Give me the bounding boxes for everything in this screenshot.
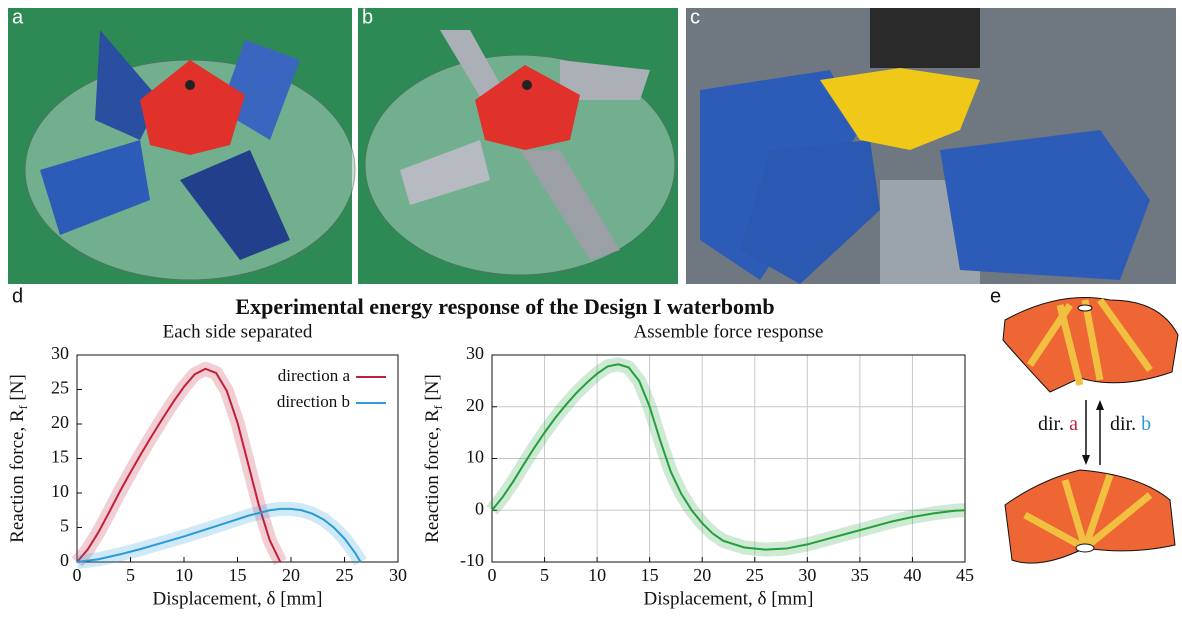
y-tick-label: -10: [460, 550, 484, 570]
y-tick-label: 5: [60, 516, 69, 536]
x-tick-label: 10: [175, 565, 193, 585]
y-tick-label: 30: [466, 343, 484, 363]
figure: a b c d Experimental energy response of …: [0, 0, 1182, 618]
x-tick-label: 25: [336, 565, 354, 585]
direction-label: dir. a: [1038, 413, 1078, 435]
legend-label: direction b: [277, 392, 350, 411]
y-tick-label: 30: [51, 343, 69, 363]
panel-label: d: [12, 285, 23, 307]
legend-label: direction a: [278, 366, 351, 385]
chart-title: Each side separated: [163, 321, 313, 342]
y-tick-label: 20: [51, 412, 69, 432]
chart: Each side separated Displacement, δ [mm] R…: [7, 321, 407, 609]
direction-label: dir. b: [1110, 413, 1151, 435]
figure-title: Experimental energy response of the Desi…: [235, 294, 774, 319]
diagram-e: e dir. a dir. b: [990, 285, 1178, 563]
y-tick-label: 25: [51, 378, 69, 398]
panel-label: b: [362, 6, 373, 28]
x-tick-label: 25: [746, 565, 764, 585]
x-axis-label: Displacement, δ [mm]: [644, 588, 814, 609]
x-tick-label: 20: [282, 565, 300, 585]
photo-a: a: [8, 6, 355, 284]
x-tick-label: 30: [389, 565, 407, 585]
x-tick-label: 10: [588, 565, 606, 585]
y-axis-label: Reaction force, Rf [N]: [422, 374, 444, 543]
y-tick-label: 10: [51, 481, 69, 501]
photo-b: b: [358, 6, 678, 284]
series-line: [492, 364, 965, 549]
y-axis-label: Reaction force, Rf [N]: [7, 374, 29, 543]
panel-label: a: [12, 6, 24, 28]
y-tick-label: 0: [60, 550, 69, 570]
x-tick-label: 15: [641, 565, 659, 585]
chart-title: Assemble force response: [634, 321, 824, 342]
x-tick-label: 0: [488, 565, 497, 585]
panel-label: e: [990, 285, 1001, 307]
x-tick-label: 5: [540, 565, 549, 585]
chart: Assemble force response Displacement, δ […: [422, 321, 974, 609]
x-tick-label: 5: [126, 565, 135, 585]
plot-frame: [77, 355, 398, 562]
x-tick-label: 40: [903, 565, 921, 585]
y-tick-label: 10: [466, 447, 484, 467]
x-tick-label: 45: [956, 565, 974, 585]
x-tick-label: 15: [229, 565, 247, 585]
x-axis-label: Displacement, δ [mm]: [153, 588, 323, 609]
y-tick-label: 20: [466, 395, 484, 415]
photo-c: c: [686, 6, 1176, 284]
series-line: [77, 509, 361, 562]
panel-label: c: [690, 6, 700, 28]
x-tick-label: 30: [798, 565, 816, 585]
y-tick-label: 0: [475, 498, 484, 518]
x-tick-label: 20: [693, 565, 711, 585]
y-tick-label: 15: [51, 447, 69, 467]
x-tick-label: 35: [851, 565, 869, 585]
